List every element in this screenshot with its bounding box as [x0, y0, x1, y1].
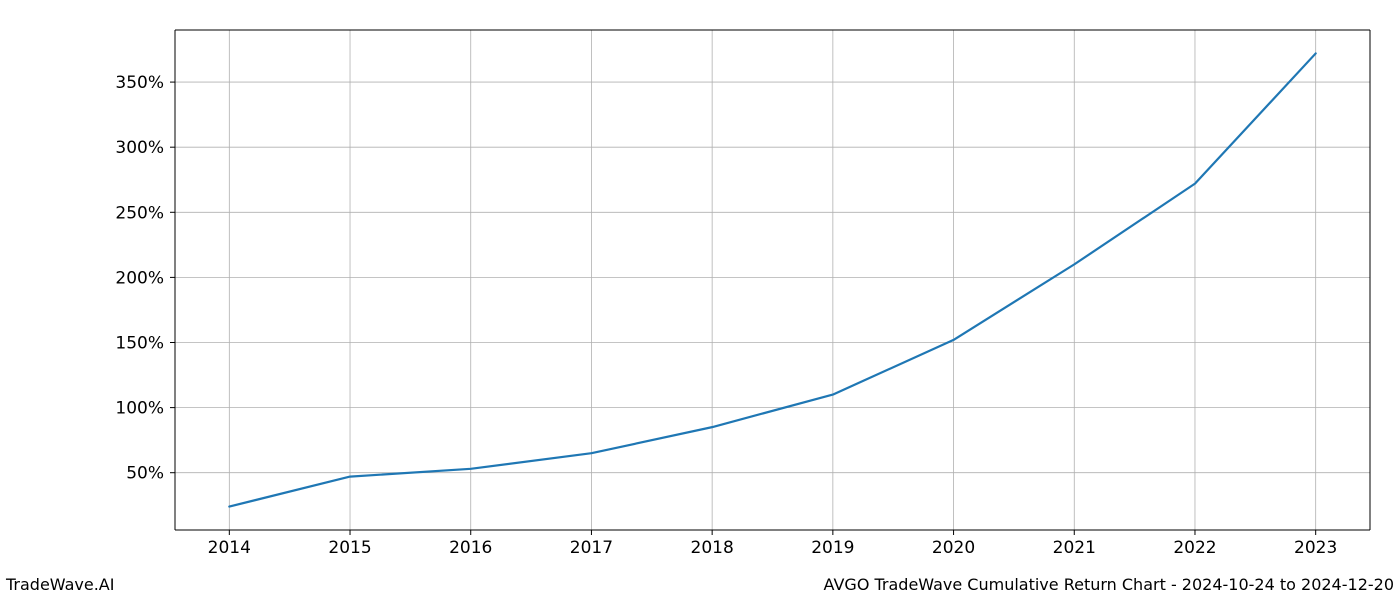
- y-tick-label: 350%: [115, 73, 164, 93]
- y-tick-label: 100%: [115, 399, 164, 419]
- chart-container: 2014 2015 2016 2017 2018 2019 2020 2021 2022 2023…: [0, 0, 1400, 600]
- chart-background: [0, 0, 1400, 600]
- y-tick-label: 250%: [115, 203, 164, 223]
- x-tick-label: 2023: [1294, 538, 1337, 558]
- y-tick-label: 150%: [115, 334, 164, 354]
- x-tick-label: 2015: [328, 538, 371, 558]
- x-tick-label: 2018: [691, 538, 734, 558]
- x-tick-label: 2014: [208, 538, 251, 558]
- x-tick-label: 2017: [570, 538, 613, 558]
- x-tick-label: 2022: [1173, 538, 1216, 558]
- x-tick-label: 2020: [932, 538, 975, 558]
- footer-brand: TradeWave.AI: [6, 575, 114, 594]
- y-tick-label: 200%: [115, 268, 164, 288]
- chart-svg: 2014 2015 2016 2017 2018 2019 2020 2021 2022 2023…: [0, 0, 1400, 600]
- x-tick-label: 2019: [811, 538, 854, 558]
- x-tick-label: 2021: [1053, 538, 1096, 558]
- footer-caption: AVGO TradeWave Cumulative Return Chart -…: [824, 575, 1394, 594]
- y-tick-label: 300%: [115, 138, 164, 158]
- x-tick-label: 2016: [449, 538, 492, 558]
- y-tick-label: 50%: [126, 464, 164, 484]
